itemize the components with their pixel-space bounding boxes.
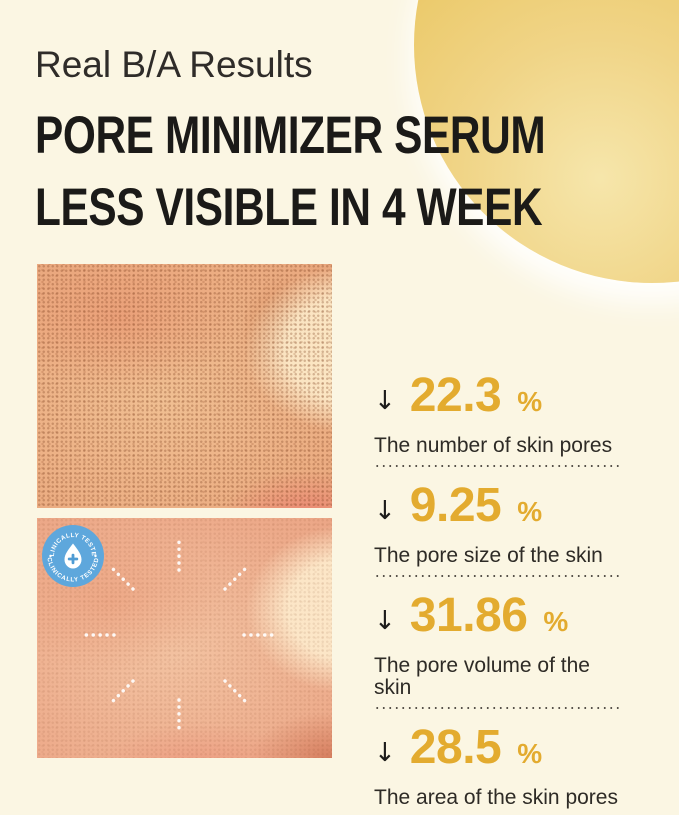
down-arrow-icon: ↓ — [374, 738, 396, 768]
dotted-divider — [374, 465, 620, 467]
badge-side-dot — [49, 554, 52, 558]
stat-value: 28.5 — [409, 721, 502, 774]
stat-unit: % — [517, 386, 543, 417]
stat-item-pore-area: ↓ 28.5 % The area of the skin pores — [374, 722, 622, 815]
stat-value-row: ↓ 9.25 % — [374, 480, 622, 538]
headline-line-1: PORE MINIMIZER SERUM — [35, 106, 546, 165]
stat-label: The pore size of the skin — [374, 544, 603, 567]
clinically-tested-badge: CLINICALLY TESTED CLINICALLY TESTED — [42, 525, 104, 587]
stat-item-pore-size: ↓ 9.25 % The pore size of the skin — [374, 480, 622, 577]
stat-value-row: ↓ 28.5 % — [374, 722, 622, 780]
headline-line-2: LESS VISIBLE IN 4 WEEK — [35, 178, 543, 237]
badge-side-dot — [94, 554, 97, 558]
water-drop-icon — [64, 543, 82, 569]
starburst-dotted-icon — [82, 538, 276, 732]
stat-item-pore-volume: ↓ 31.86 % The pore volume of the skin — [374, 590, 622, 709]
stats-list: ↓ 22.3 % The number of skin pores ↓ 9.25… — [374, 370, 622, 815]
stat-label: The area of the skin pores — [374, 786, 618, 809]
stat-value: 22.3 — [409, 369, 502, 422]
stat-value: 9.25 — [409, 479, 502, 532]
before-photo — [37, 264, 332, 508]
stat-unit: % — [517, 738, 543, 769]
stat-item-pore-number: ↓ 22.3 % The number of skin pores — [374, 370, 622, 467]
stat-label: The number of skin pores — [374, 434, 613, 457]
stat-label: The pore volume of the skin — [374, 654, 590, 699]
down-arrow-icon: ↓ — [374, 496, 396, 526]
stat-value-row: ↓ 31.86 % — [374, 590, 622, 648]
stat-unit: % — [517, 496, 543, 527]
eyebrow-text: Real B/A Results — [35, 44, 313, 85]
headline: PORE MINIMIZER SERUM LESS VISIBLE IN 4 W… — [35, 100, 673, 244]
dotted-divider — [374, 575, 620, 577]
down-arrow-icon: ↓ — [374, 386, 396, 416]
stat-unit: % — [543, 606, 569, 637]
stat-value: 31.86 — [409, 589, 528, 642]
down-arrow-icon: ↓ — [374, 606, 396, 636]
stat-value-row: ↓ 22.3 % — [374, 370, 622, 428]
dotted-divider — [374, 707, 620, 709]
